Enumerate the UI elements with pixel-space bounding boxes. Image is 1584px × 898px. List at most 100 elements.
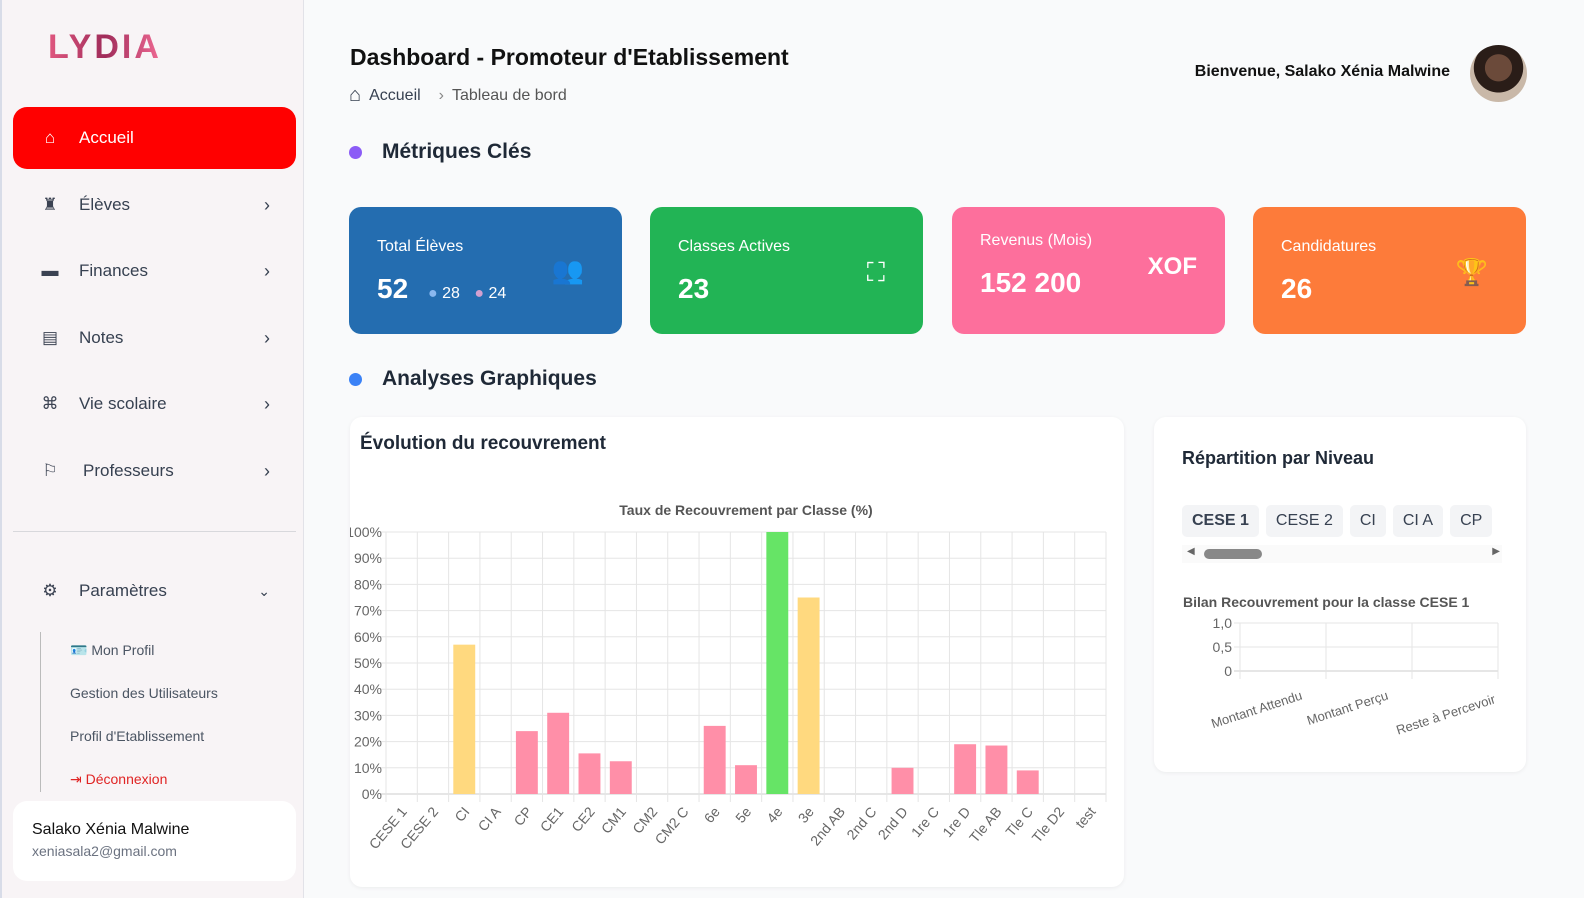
- metric-value: 26: [1281, 273, 1313, 304]
- y-tick-label: 0,5: [1213, 639, 1233, 655]
- x-tick-label: Reste à Percevoir: [1394, 691, 1498, 737]
- x-tick-label: CE2: [568, 803, 598, 834]
- tab-cp[interactable]: CP: [1450, 505, 1493, 537]
- gear-icon: ⚙: [42, 581, 58, 600]
- bar-cm1: [609, 761, 632, 794]
- section-charts: Analyses Graphiques: [349, 367, 597, 391]
- bar-4e: [766, 532, 789, 794]
- logout-icon: ⇥: [70, 771, 82, 787]
- y-tick-label: 20%: [354, 734, 382, 750]
- tab-cese-1[interactable]: CESE 1: [1182, 505, 1259, 537]
- breadcrumb-accueil[interactable]: Accueil: [369, 86, 421, 104]
- logo: LYDIA: [48, 28, 162, 66]
- bar-2nd-d: [891, 767, 914, 794]
- bullet-icon: [349, 145, 362, 159]
- chevron-right-icon: ›: [438, 86, 444, 104]
- sidebar-item-parametres[interactable]: ⚙ Paramètres ⌄: [13, 560, 296, 622]
- scroll-right-icon[interactable]: ▶: [1492, 546, 1500, 557]
- nav-label: Notes: [79, 328, 124, 347]
- user-name: Salako Xénia Malwine: [32, 821, 190, 838]
- bar-1re-d: [954, 744, 977, 794]
- scrollbar-thumb[interactable]: [1204, 549, 1262, 559]
- chart-title: Taux de Recouvrement par Classe (%): [619, 502, 872, 518]
- tab-ci[interactable]: CI: [1349, 505, 1386, 537]
- sidebar-item-notes[interactable]: ▤ Notes ›: [13, 307, 296, 369]
- bar-tle-c: [1016, 770, 1039, 794]
- sidebar-item-finances[interactable]: ▬ Finances ›: [13, 240, 296, 302]
- bar-ce2: [578, 753, 601, 794]
- bullet-icon: [349, 372, 362, 386]
- bilan-bar-chart: Bilan Recouvrement pour la classe CESE 1…: [1183, 594, 1499, 738]
- bar-5e: [735, 765, 757, 794]
- chevron-right-icon: ›: [264, 460, 270, 481]
- metric-label: Revenus (Mois): [980, 232, 1093, 249]
- level-tabs: CESE 1 CESE 2 CI CI A CP: [1182, 505, 1512, 537]
- y-tick-label: 1,0: [1213, 615, 1233, 631]
- sub-label: Déconnexion: [85, 771, 168, 787]
- bar-6e: [703, 725, 726, 794]
- x-tick-label: 2nd AB: [807, 804, 848, 849]
- chevron-right-icon: ›: [264, 194, 270, 215]
- submenu-mon-profil[interactable]: 🪪 Mon Profil: [70, 642, 154, 659]
- recouvrement-bar-chart: Taux de Recouvrement par Classe (%) 0% 10%…: [350, 502, 1107, 852]
- nav-label: Accueil: [79, 128, 134, 147]
- submenu-line: [40, 632, 41, 792]
- metric-value: 152 200: [980, 267, 1082, 298]
- nav-label: Paramètres: [79, 581, 167, 600]
- sidebar-item-vie-scolaire[interactable]: ⌘ Vie scolaire ›: [13, 373, 296, 435]
- scroll-left-icon[interactable]: ◀: [1187, 546, 1195, 557]
- girls-dot-icon: ●: [474, 285, 484, 302]
- avatar[interactable]: [1470, 45, 1527, 102]
- chevron-right-icon: ›: [264, 393, 270, 414]
- x-tick-label: 5e: [732, 803, 754, 825]
- home-icon: ⌂: [349, 84, 362, 106]
- tab-cese-2[interactable]: CESE 2: [1265, 505, 1343, 537]
- y-tick-label: 0%: [362, 786, 382, 802]
- bar-ci: [453, 644, 476, 794]
- x-tick-label: 4e: [763, 803, 785, 825]
- x-tick-label: CP: [510, 804, 535, 829]
- x-tick-label: CE1: [537, 803, 567, 834]
- y-tick-label: 70%: [354, 603, 382, 619]
- chevron-right-icon: ›: [264, 327, 270, 348]
- x-tick-label: Tle D2: [1029, 803, 1068, 845]
- tabs-scrollbar[interactable]: ◀ ▶: [1182, 545, 1502, 563]
- boys-count: 28: [442, 285, 460, 302]
- chevron-right-icon: ›: [264, 260, 270, 281]
- sidebar-item-accueil[interactable]: ⌂ Accueil: [13, 107, 296, 169]
- logout-link[interactable]: ⇥ Déconnexion: [70, 771, 167, 788]
- sidebar-item-eleves[interactable]: ♜ Élèves ›: [13, 174, 296, 236]
- recouvrement-panel: Évolution du recouvrement Taux de Recouv…: [350, 417, 1124, 887]
- x-tick-label: 3e: [795, 803, 817, 825]
- repartition-panel: Répartition par Niveau CESE 1 CESE 2 CI CI …: [1154, 417, 1526, 772]
- tab-ci-a[interactable]: CI A: [1392, 505, 1444, 537]
- total-value: 52: [377, 273, 409, 304]
- x-tick-label: CM2 C: [651, 804, 691, 848]
- trophy-icon: 🏆: [1455, 257, 1488, 287]
- x-tick-label: Tle AB: [966, 804, 1005, 846]
- metric-candidatures: Candidatures 26 🏆: [1253, 207, 1526, 334]
- submenu-gestion-utilisateurs[interactable]: Gestion des Utilisateurs: [70, 685, 218, 701]
- sidebar: LYDIA ⌂ Accueil ♜ Élèves › ▬ Finances › ▤ Note…: [0, 0, 304, 898]
- sub-label: Mon Profil: [91, 642, 155, 658]
- section-title: Métriques Clés: [382, 140, 532, 163]
- x-tick-label: test: [1072, 804, 1099, 832]
- x-tick-label: Montant Perçu: [1305, 688, 1390, 728]
- section-title: Analyses Graphiques: [382, 367, 597, 390]
- home-icon: ⌂: [44, 128, 56, 147]
- metric-revenus: Revenus (Mois) 152 200 XOF: [952, 207, 1225, 334]
- bar-ce1: [547, 712, 570, 794]
- users-icon: 👥: [551, 255, 584, 285]
- panel-title: Évolution du recouvrement: [360, 433, 606, 454]
- chalkboard-teacher-icon: ⛶: [866, 257, 885, 287]
- x-tick-label: 2nd D: [875, 804, 911, 843]
- wallet-icon: ▬: [41, 261, 59, 280]
- bar-tle-ab: [985, 745, 1008, 794]
- nav-label: Finances: [79, 261, 148, 280]
- sidebar-item-professeurs[interactable]: ⚐ Professeurs ›: [13, 440, 296, 502]
- x-tick-label: 2nd C: [843, 804, 879, 843]
- metric-value: 52 ● 28 ● 24: [377, 273, 506, 305]
- page-title: Dashboard - Promoteur d'Etablissement: [350, 44, 789, 70]
- user-card: Salako Xénia Malwine xeniasala2@gmail.co…: [13, 801, 296, 881]
- submenu-profil-etablissement[interactable]: Profil d'Etablissement: [70, 728, 205, 744]
